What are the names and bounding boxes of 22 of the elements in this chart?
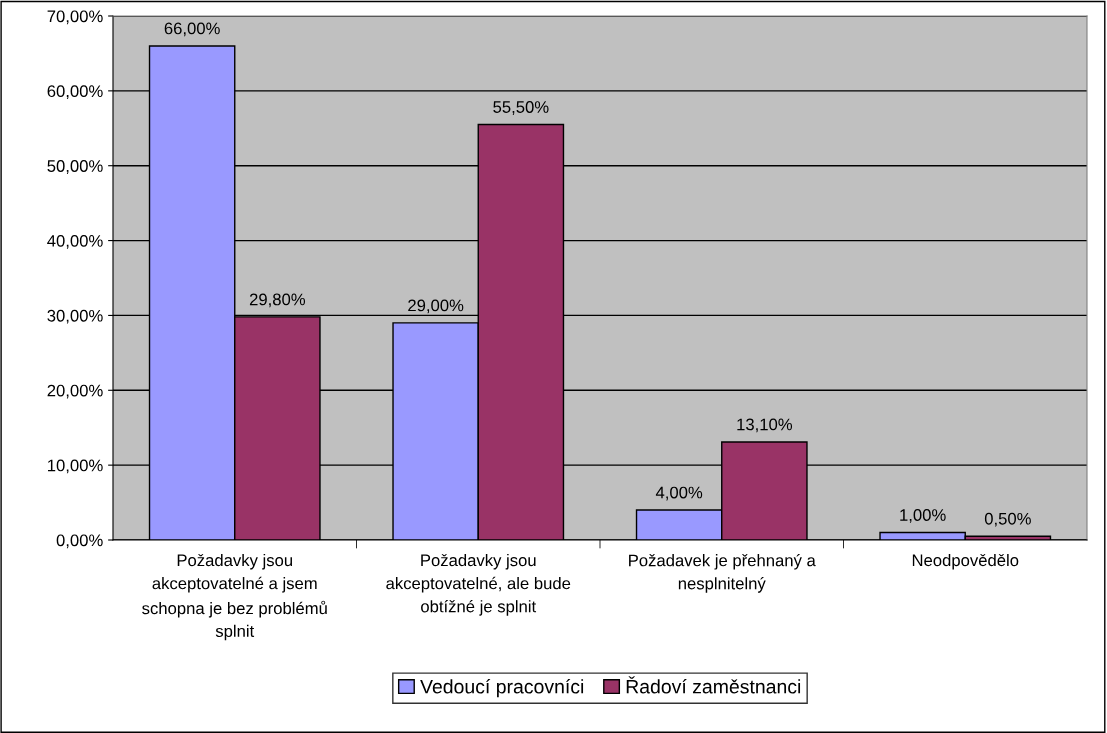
y-tick-label: 70,00%	[47, 10, 103, 25]
y-tick-label: 10,00%	[48, 459, 103, 474]
x-tick-label: Neodpovědělo	[912, 553, 1019, 570]
data-label: 66,00%	[164, 22, 220, 37]
data-label: 0,50%	[984, 512, 1031, 527]
y-tick-label: 0,00%	[56, 534, 103, 549]
y-tick-label: 40,00%	[47, 234, 103, 249]
x-tick-label: Požadavky jsou akceptovatelné, ale bude obtížné je splnit	[386, 553, 571, 616]
y-tick-label: 60,00%	[47, 85, 103, 100]
y-tick-label: 50,00%	[47, 160, 103, 174]
data-label: 4,00%	[655, 486, 703, 501]
data-label: 55,50%	[493, 101, 549, 115]
data-label: 29,00%	[408, 299, 464, 314]
data-label: 1,00%	[900, 509, 946, 523]
y-tick-label: 20,00%	[47, 384, 103, 399]
legend-label: Řadoví zaměstnanci	[626, 676, 801, 694]
legend-label: Vedoucí pracovníci	[420, 679, 584, 698]
data-label: 13,10%	[737, 418, 793, 433]
data-label: 29,80%	[249, 293, 306, 308]
y-tick-label: 30,00%	[47, 309, 103, 324]
x-tick-label: Požadavek je přehnaný a nesplnitelný	[629, 553, 816, 593]
x-tick-label: Požadavky jsou akceptovatelné a jsem schopna je bez problémů splnit	[142, 553, 327, 641]
